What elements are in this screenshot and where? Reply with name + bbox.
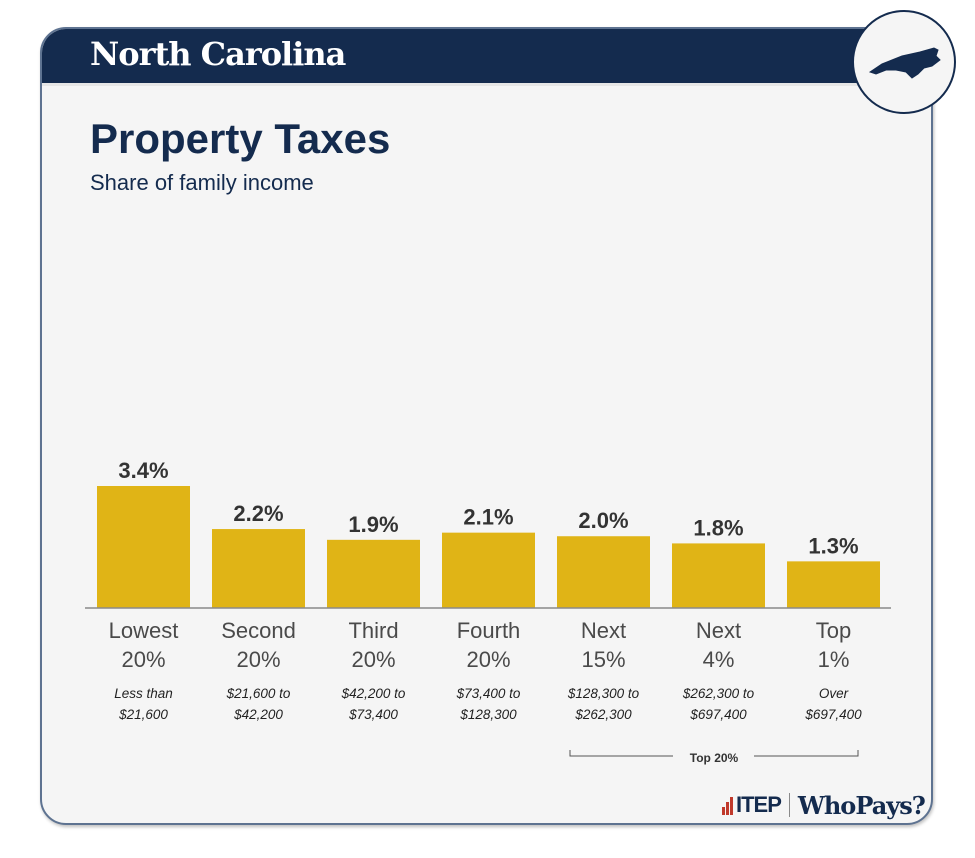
category-label: Second (221, 618, 296, 643)
footer-logo: ITEP WhoPays? (722, 790, 926, 820)
bar (442, 532, 535, 608)
bar (212, 529, 305, 608)
itep-bars-icon (722, 795, 734, 815)
income-range-label: $21,600 to (226, 686, 291, 701)
bar-value-label: 3.4% (118, 458, 168, 483)
category-label: 15% (581, 647, 625, 672)
group-bracket-label: Top 20% (690, 751, 739, 765)
category-label: Fourth (457, 618, 521, 643)
income-range-label: $73,400 (348, 707, 398, 722)
chart-title: Property Taxes (90, 115, 391, 162)
bar (787, 561, 880, 608)
income-range-label: $42,200 (233, 707, 283, 722)
chart-subtitle: Share of family income (90, 170, 314, 195)
income-range-label: Less than (114, 686, 173, 701)
whopays-brand: WhoPays? (797, 790, 926, 820)
bar-value-label: 1.3% (808, 533, 858, 558)
category-label: Next (581, 618, 626, 643)
bar-value-label: 2.0% (578, 508, 628, 533)
logo-divider (788, 793, 790, 817)
category-label: Top (816, 618, 851, 643)
income-range-label: $697,400 (689, 707, 747, 722)
category-label: 4% (703, 647, 735, 672)
category-label: Lowest (109, 618, 179, 643)
category-label: Third (348, 618, 398, 643)
bar-value-label: 1.8% (693, 515, 743, 540)
group-bracket-right (754, 750, 859, 757)
income-range-label: $697,400 (804, 707, 862, 722)
north-carolina-map-icon (868, 47, 941, 79)
category-label: 1% (818, 647, 850, 672)
income-range-label: $42,200 to (341, 686, 406, 701)
itep-logo: ITEP (736, 792, 782, 817)
bar (557, 536, 650, 608)
chart-card: North Carolina Property Taxes Share of f… (40, 27, 933, 825)
category-label: 20% (466, 647, 510, 672)
bar (97, 486, 190, 608)
category-label: 20% (236, 647, 280, 672)
income-range-label: $73,400 to (456, 686, 521, 701)
income-range-label: $262,300 to (682, 686, 755, 701)
group-bracket-left (569, 750, 673, 757)
bar (672, 543, 765, 608)
income-range-label: $21,600 (118, 707, 168, 722)
category-label: 20% (351, 647, 395, 672)
state-badge (852, 10, 956, 114)
bar (327, 539, 420, 608)
income-range-label: $128,300 (459, 707, 517, 722)
income-range-label: Over (819, 686, 849, 701)
category-label: Next (696, 618, 741, 643)
bar-value-label: 1.9% (348, 512, 398, 537)
income-range-label: $262,300 (574, 707, 632, 722)
bar-value-label: 2.2% (233, 501, 283, 526)
income-range-label: $128,300 to (567, 686, 640, 701)
bar-value-label: 2.1% (463, 505, 513, 530)
state-name: North Carolina (90, 35, 346, 73)
category-label: 20% (121, 647, 165, 672)
header-bar: North Carolina (42, 29, 931, 86)
